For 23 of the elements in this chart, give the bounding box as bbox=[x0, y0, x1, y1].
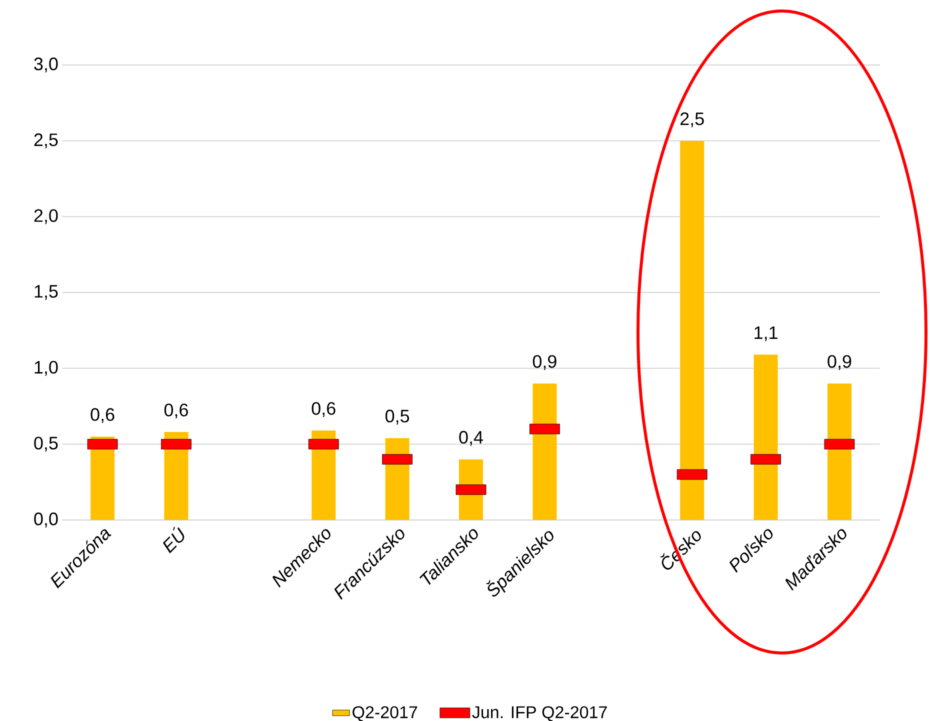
x-tick-label: EÚ bbox=[162, 526, 184, 554]
legend-label: Q2-2017 bbox=[352, 706, 418, 721]
data-label: 0,6 bbox=[312, 402, 336, 417]
y-tick-label: 2,0 bbox=[34, 209, 58, 224]
legend-label: Jun. IFP Q2-2017 bbox=[472, 706, 607, 721]
data-label: 0,5 bbox=[386, 410, 410, 425]
data-label: 0,6 bbox=[164, 404, 188, 419]
bar bbox=[532, 384, 557, 520]
data-label: 1,1 bbox=[754, 326, 778, 342]
y-tick-label: 1,0 bbox=[34, 360, 58, 376]
bar bbox=[680, 140, 704, 520]
y-tick-label: 1,5 bbox=[34, 285, 58, 300]
data-label: 0,9 bbox=[532, 355, 556, 370]
y-tick-label: 0,0 bbox=[34, 512, 58, 528]
bar bbox=[754, 354, 778, 520]
data-label: 0,9 bbox=[828, 355, 852, 370]
y-tick-label: 3,0 bbox=[34, 58, 58, 72]
y-tick-label: 0,5 bbox=[34, 436, 58, 452]
bar bbox=[827, 384, 852, 520]
y-tick-label: 2,5 bbox=[34, 133, 58, 148]
data-label: 0,6 bbox=[90, 408, 114, 424]
data-label: 2,5 bbox=[680, 112, 704, 128]
data-label: 0,4 bbox=[459, 430, 483, 446]
